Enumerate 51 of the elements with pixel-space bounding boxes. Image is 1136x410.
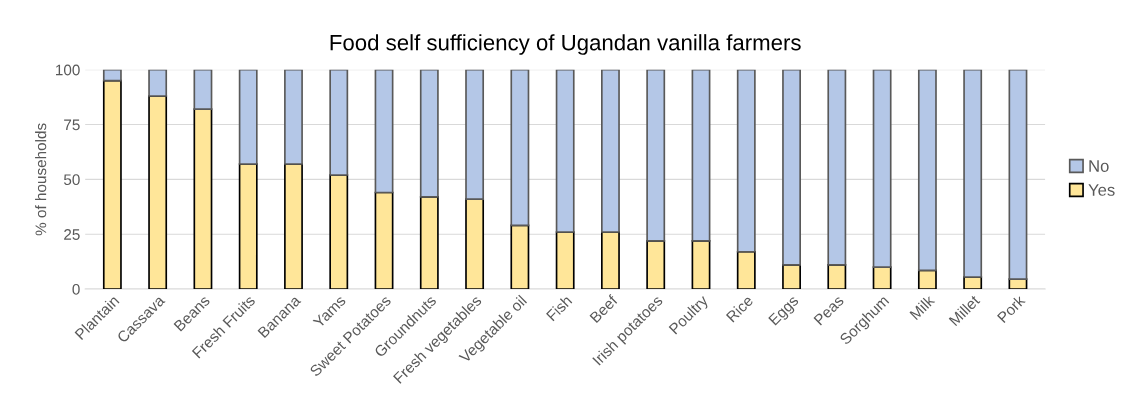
bar [284,69,303,165]
bar [736,250,756,290]
bar [601,231,620,290]
y-tick-label: 50 [63,174,80,186]
bar [465,69,485,200]
legend-label: No [1089,160,1109,172]
y-tick-label: 25 [64,229,80,240]
bar [148,69,168,97]
bar [329,174,349,290]
bar [872,69,892,268]
bar [872,266,892,290]
bar [102,69,122,82]
bar [601,69,620,233]
bar [148,95,168,290]
bar [510,224,530,290]
bar [827,264,847,290]
legend-label: Yes [1088,184,1115,196]
bar [374,69,394,194]
bar [193,108,213,290]
bar [691,239,711,290]
bar [782,264,801,290]
bar [1008,69,1028,281]
bar [555,231,575,290]
bar [917,269,937,290]
bar [419,196,439,290]
bar [510,69,530,227]
bar [646,69,666,242]
bar [646,239,666,290]
bar [102,79,122,290]
bar [782,69,801,266]
bar [193,69,213,111]
y-tick-label: 0 [72,283,80,295]
bar [827,69,847,266]
bar [419,69,439,198]
y-tick-label: 75 [64,119,80,131]
bar [963,69,983,278]
y-axis-title: % of households [35,123,47,236]
bar [465,198,485,290]
bar [238,69,258,165]
bar [329,69,349,176]
bar [238,163,258,290]
bar [555,69,575,233]
bar [691,69,711,242]
x-tick-label: Milk [909,293,936,321]
bar [374,191,394,290]
bar [284,163,303,290]
bar [917,69,937,272]
chart-title: Food self sufficiency of Ugandan vanilla farmers [330,34,801,55]
bar [736,69,756,253]
x-tick-label: Fish [545,294,573,322]
y-tick-label: 100 [56,64,80,76]
